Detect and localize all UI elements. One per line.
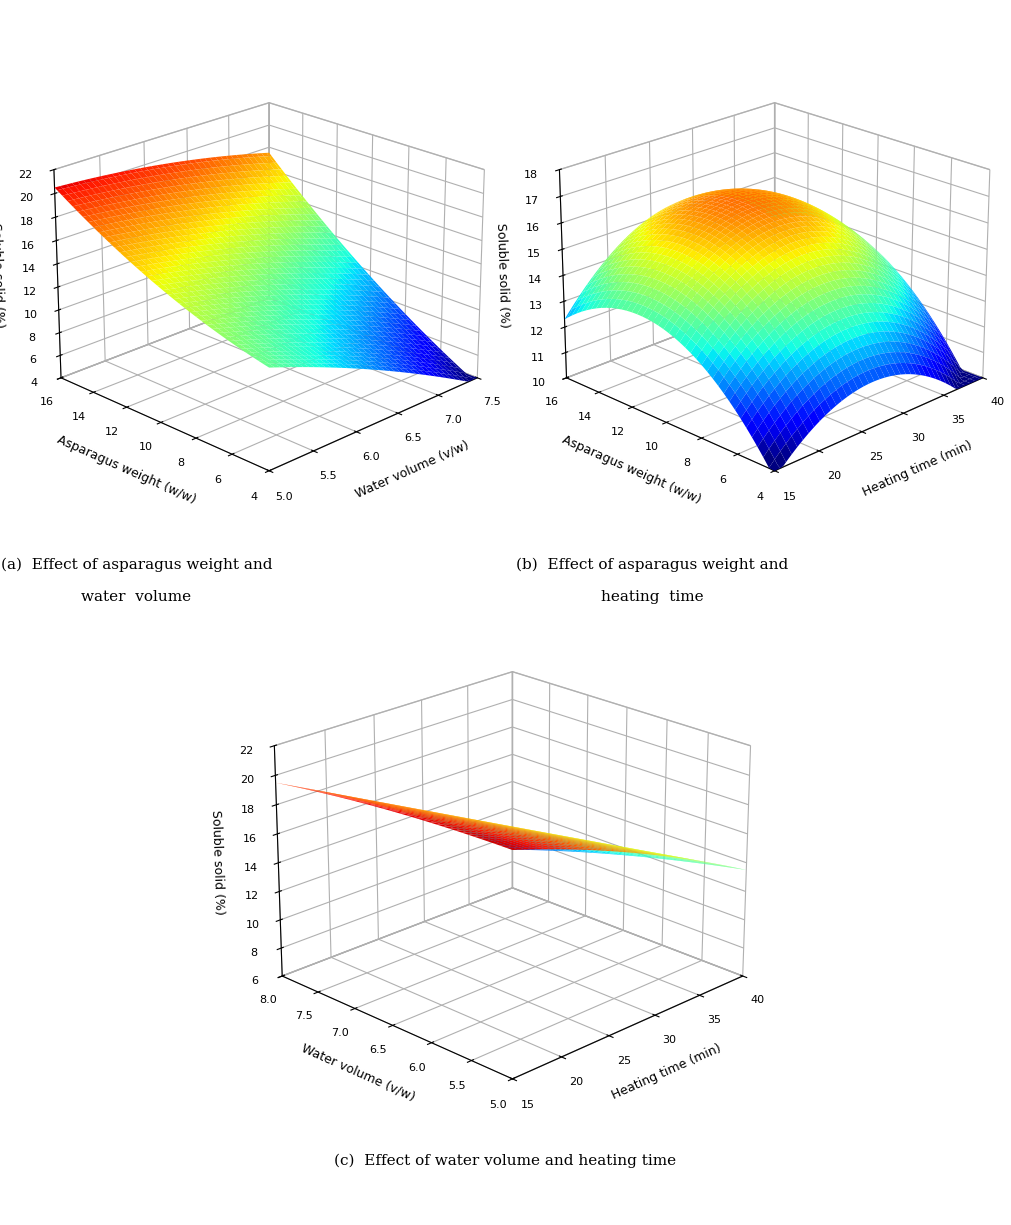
X-axis label: Heating time (min): Heating time (min) <box>610 1042 724 1102</box>
Y-axis label: Water volume (v/w): Water volume (v/w) <box>299 1041 418 1104</box>
X-axis label: Heating time (min): Heating time (min) <box>860 440 975 500</box>
Text: (a)  Effect of asparagus weight and: (a) Effect of asparagus weight and <box>1 557 272 572</box>
Text: heating  time: heating time <box>601 590 704 604</box>
Text: (b)  Effect of asparagus weight and: (b) Effect of asparagus weight and <box>516 557 789 572</box>
X-axis label: Water volume (v/w): Water volume (v/w) <box>353 439 471 500</box>
Y-axis label: Asparagus weight (w/w): Asparagus weight (w/w) <box>55 432 198 506</box>
Y-axis label: Asparagus weight (w/w): Asparagus weight (w/w) <box>560 432 704 506</box>
Text: (c)  Effect of water volume and heating time: (c) Effect of water volume and heating t… <box>335 1154 676 1169</box>
Text: water  volume: water volume <box>82 590 191 604</box>
